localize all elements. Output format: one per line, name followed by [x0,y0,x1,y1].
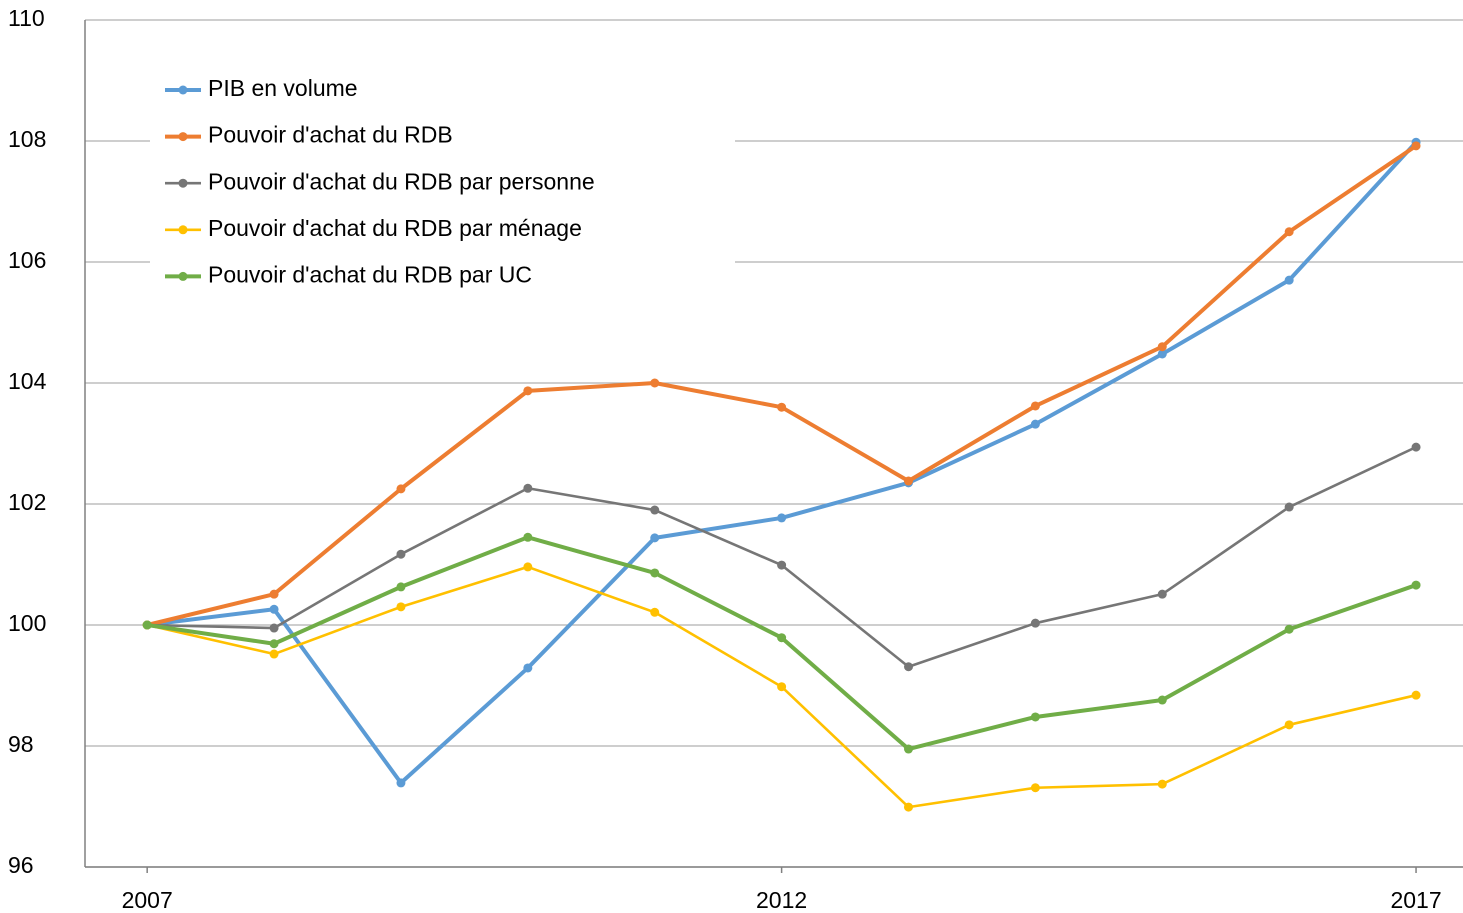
data-point [650,607,660,617]
data-point [269,589,279,599]
data-point [523,386,533,396]
data-point [1157,589,1167,599]
y-tick-label: 106 [8,247,46,273]
data-point [523,483,533,493]
data-point [396,778,406,788]
y-tick-label: 108 [8,126,46,152]
data-point [777,633,787,643]
data-point [523,663,533,673]
y-tick-label: 96 [8,852,34,878]
data-point [396,582,406,592]
legend-label: PIB en volume [208,75,358,101]
data-point [1411,690,1421,700]
data-point [269,649,279,659]
data-point [142,620,152,630]
data-point [1284,502,1294,512]
y-tick-label: 110 [8,5,45,31]
data-point [904,802,914,812]
data-point [1284,720,1294,730]
data-point [396,602,406,612]
legend-swatch-dot [178,132,188,142]
data-point [650,568,660,578]
data-point [1030,401,1040,411]
y-tick-label: 102 [8,489,46,515]
legend-swatch-dot [178,225,188,235]
legend-swatch-dot [178,271,188,281]
data-point [777,402,787,412]
data-point [269,623,279,633]
data-point [904,476,914,486]
data-point [1411,141,1421,151]
legend-swatch-dot [178,85,188,95]
data-point [1030,712,1040,722]
data-point [1030,618,1040,628]
legend-label: Pouvoir d'achat du RDB par personne [208,168,595,194]
data-point [1157,349,1167,359]
legend-swatch-dot [178,178,188,188]
data-point [904,744,914,754]
data-point [1411,442,1421,452]
data-point [269,639,279,649]
data-point [1284,227,1294,237]
data-point [1411,580,1421,590]
y-tick-label: 104 [8,368,47,394]
data-point [1030,419,1040,429]
data-point [1284,275,1294,285]
data-point [904,662,914,672]
legend-label: Pouvoir d'achat du RDB par UC [208,261,532,287]
data-point [396,549,406,559]
data-point [1284,624,1294,634]
x-tick-label: 2017 [1390,887,1441,913]
data-point [523,532,533,542]
data-point [650,533,660,543]
legend-label: Pouvoir d'achat du RDB [208,122,453,148]
y-tick-label: 98 [8,731,34,757]
data-point [523,562,533,572]
legend-label: Pouvoir d'achat du RDB par ménage [208,215,582,241]
x-tick-label: 2007 [122,887,173,913]
legend-box [150,62,735,305]
data-point [777,513,787,523]
data-point [1157,342,1167,352]
data-point [1030,783,1040,793]
data-point [777,560,787,570]
data-point [269,604,279,614]
data-point [396,484,406,494]
data-point [650,505,660,515]
data-point [650,378,660,388]
data-point [1157,779,1167,789]
x-tick-label: 2012 [756,887,807,913]
data-point [1157,695,1167,705]
y-tick-label: 100 [8,610,46,636]
data-point [777,682,787,692]
